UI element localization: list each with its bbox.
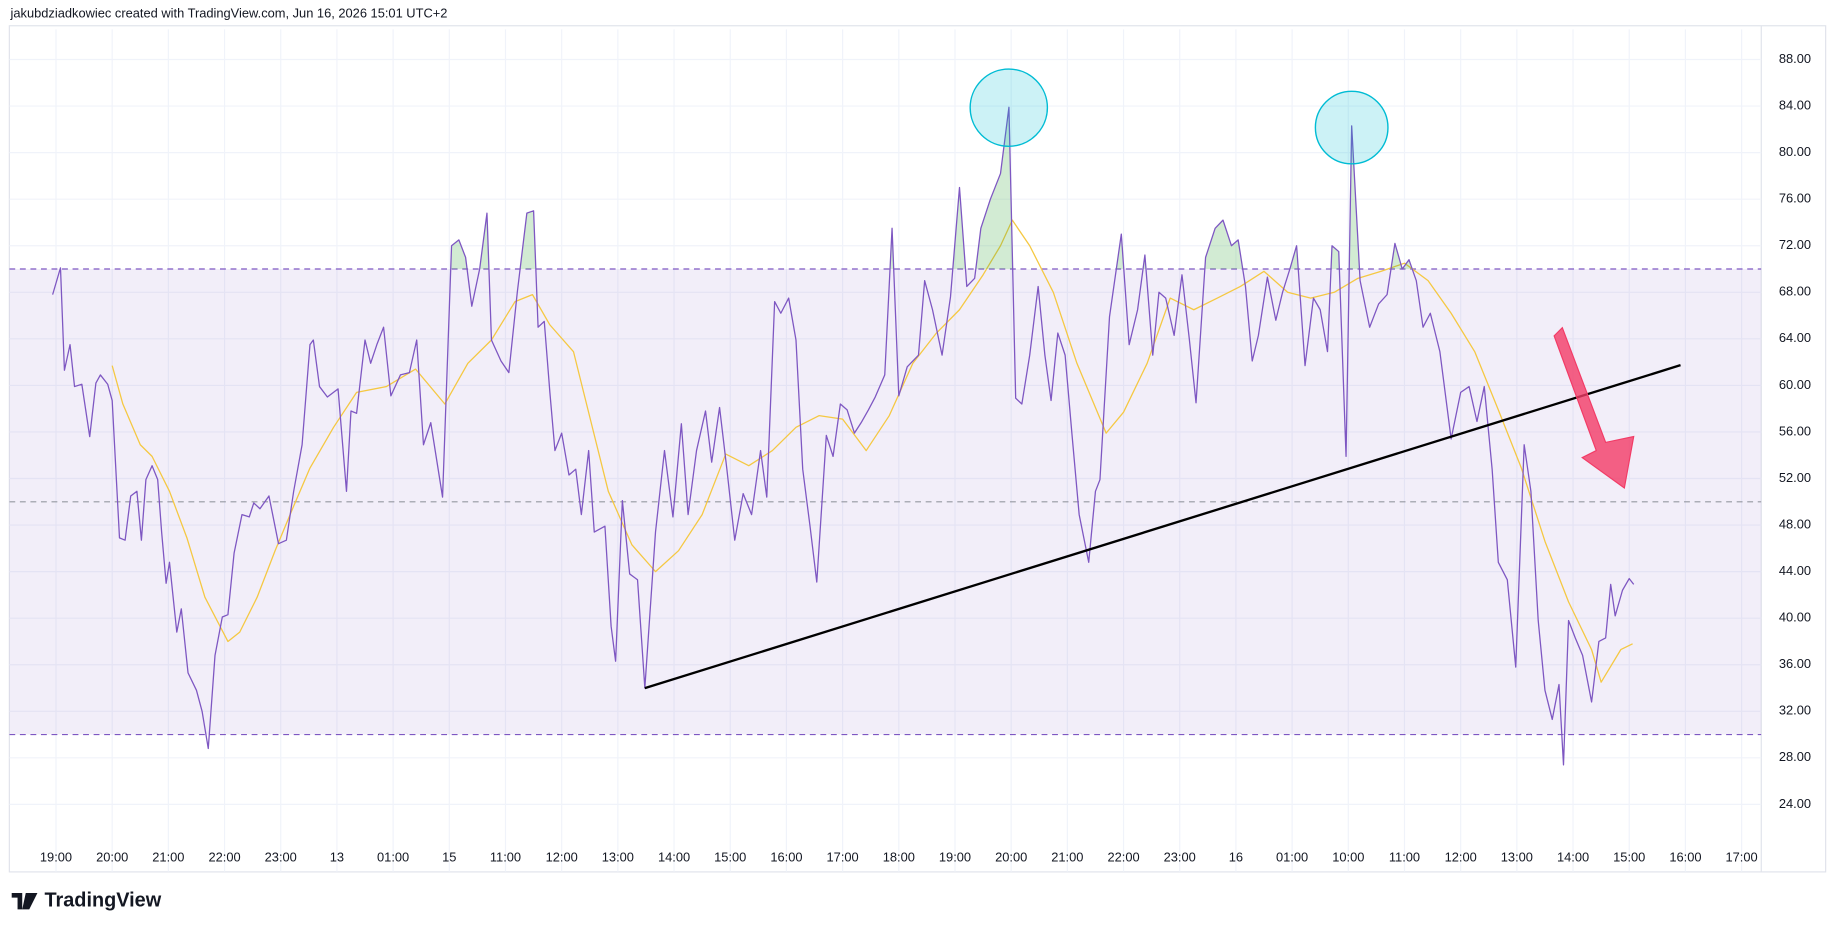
x-tick-label: 17:00 [827, 849, 859, 864]
y-tick-label: 28.00 [1779, 749, 1811, 764]
x-tick-label: 15:00 [1613, 849, 1645, 864]
down-arrow [1553, 326, 1635, 490]
attribution: jakubdziadkowiec created with TradingVie… [10, 5, 448, 20]
x-tick-label: 16:00 [1669, 849, 1701, 864]
logo-mark [11, 892, 38, 910]
x-tick-label: 13:00 [602, 849, 634, 864]
x-tick-label: 14:00 [658, 849, 690, 864]
y-tick-label: 40.00 [1779, 610, 1811, 625]
y-tick-label: 32.00 [1779, 703, 1811, 718]
x-tick-label: 19:00 [40, 849, 72, 864]
y-tick-label: 72.00 [1779, 237, 1811, 252]
y-tick-label: 88.00 [1779, 51, 1811, 66]
rsi-line [52, 106, 1635, 766]
y-tick-label: 64.00 [1779, 330, 1811, 345]
x-tick-label: 10:00 [1332, 849, 1364, 864]
x-tick-label: 01:00 [377, 849, 409, 864]
brand: TradingView [44, 889, 161, 911]
y-tick-label: 56.00 [1779, 423, 1811, 438]
x-tick-label: 14:00 [1557, 849, 1589, 864]
y-tick-label: 36.00 [1779, 656, 1811, 671]
x-tick-label: 20:00 [96, 849, 128, 864]
x-tick-label: 15:00 [714, 849, 746, 864]
y-tick-label: 52.00 [1779, 470, 1811, 485]
trend-line [644, 364, 1681, 690]
y-tick-label: 76.00 [1779, 191, 1811, 206]
plot-area [9, 29, 1762, 872]
y-tick-label: 24.00 [1779, 796, 1811, 811]
x-tick-label: 21:00 [152, 849, 184, 864]
x-tick-label: 23:00 [265, 849, 297, 864]
x-tick-label: 21:00 [1051, 849, 1083, 864]
logo: TradingView [11, 889, 162, 911]
x-tick-label: 22:00 [208, 849, 240, 864]
x-tick-label: 13:00 [1501, 849, 1533, 864]
x-tick-label: 19:00 [939, 849, 971, 864]
highlight-circle [1314, 90, 1389, 165]
x-tick-label: 16:00 [770, 849, 802, 864]
x-tick-label: 01:00 [1276, 849, 1308, 864]
highlight-circle [969, 68, 1049, 147]
y-tick-label: 80.00 [1779, 144, 1811, 159]
x-tick-label: 17:00 [1726, 849, 1758, 864]
y-tick-label: 68.00 [1779, 284, 1811, 299]
x-tick-label: 16 [1229, 849, 1243, 864]
x-tick-label: 12:00 [1445, 849, 1477, 864]
y-tick-label: 48.00 [1779, 516, 1811, 531]
drawings [644, 68, 1681, 690]
x-tick-label: 22:00 [1107, 849, 1139, 864]
y-tick-label: 60.00 [1779, 377, 1811, 392]
chart-frame [8, 25, 1827, 873]
rsi-ma-line [111, 219, 1633, 683]
y-tick-label: 44.00 [1779, 563, 1811, 578]
x-tick-label: 12:00 [546, 849, 578, 864]
x-tick-label: 11:00 [490, 849, 521, 864]
x-tick-label: 11:00 [1389, 849, 1420, 864]
x-tick-label: 18:00 [883, 849, 915, 864]
y-tick-label: 84.00 [1779, 97, 1811, 112]
x-tick-label: 13 [330, 849, 344, 864]
x-tick-label: 23:00 [1164, 849, 1196, 864]
x-tick-label: 15 [442, 849, 456, 864]
x-tick-label: 20:00 [995, 849, 1027, 864]
